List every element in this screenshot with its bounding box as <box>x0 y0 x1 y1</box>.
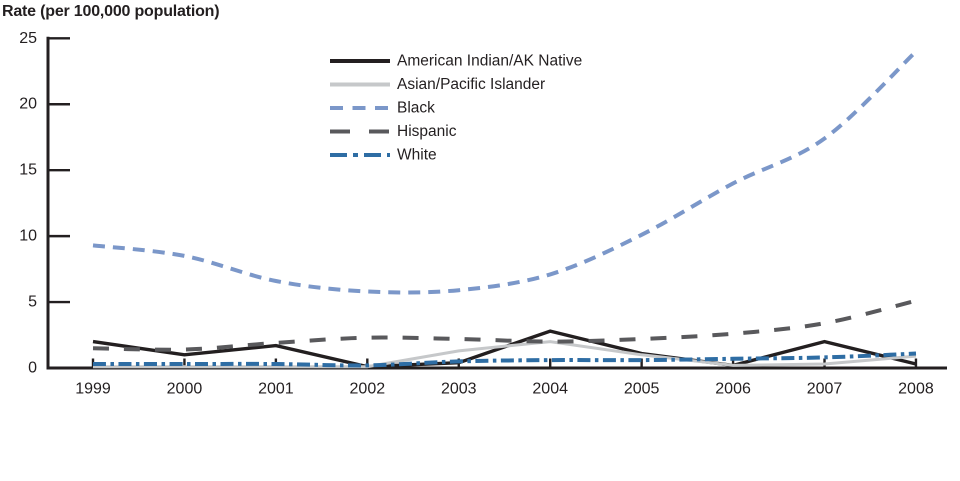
legend-label-hispanic: Hispanic <box>397 123 457 140</box>
x-tick-label-2004: 2004 <box>532 381 568 398</box>
x-tick-label-2002: 2002 <box>350 381 386 398</box>
legend-item-asian-pacific-islander: Asian/Pacific Islander <box>330 76 545 93</box>
legend-label-asian-pacific-islander: Asian/Pacific Islander <box>397 76 545 93</box>
x-tick-label-1999: 1999 <box>75 381 111 398</box>
y-tick-label-15: 15 <box>19 162 37 179</box>
x-tick-label-2005: 2005 <box>624 381 660 398</box>
y-tick-label-20: 20 <box>19 96 37 113</box>
legend: American Indian/AK Native Asian/Pacific I… <box>330 53 582 164</box>
y-tick-label-0: 0 <box>28 360 37 377</box>
series-line-black <box>92 50 918 295</box>
y-tick-label-25: 25 <box>19 30 37 47</box>
legend-label-american-indian-ak-native: American Indian/AK Native <box>397 53 582 70</box>
series-line-white <box>93 351 917 368</box>
legend-item-hispanic: Hispanic <box>330 123 457 140</box>
y-axis: 0 5 10 15 20 25 <box>19 30 70 377</box>
x-tick-label-2003: 2003 <box>441 381 477 398</box>
series-lines <box>92 50 918 369</box>
x-axis: 1999 2000 2001 2002 2003 2004 2005 2006 2007 2008 <box>75 358 934 398</box>
legend-item-american-indian-ak-native: American Indian/AK Native <box>330 53 582 70</box>
y-tick-label-5: 5 <box>28 294 37 311</box>
x-tick-label-2001: 2001 <box>258 381 294 398</box>
y-tick-label-10: 10 <box>19 228 37 245</box>
legend-item-white: White <box>330 147 437 164</box>
x-tick-label-2000: 2000 <box>167 381 203 398</box>
x-tick-label-2006: 2006 <box>715 381 751 398</box>
series-line-hispanic <box>92 298 917 352</box>
x-tick-label-2007: 2007 <box>807 381 843 398</box>
x-tick-label-2008: 2008 <box>898 381 934 398</box>
legend-label-white: White <box>397 147 437 164</box>
legend-label-black: Black <box>397 100 435 117</box>
y-axis-title: Rate (per 100,000 population) <box>2 3 220 20</box>
legend-item-black: Black <box>330 100 435 117</box>
series-line-asian-pacific-islander <box>93 340 917 369</box>
